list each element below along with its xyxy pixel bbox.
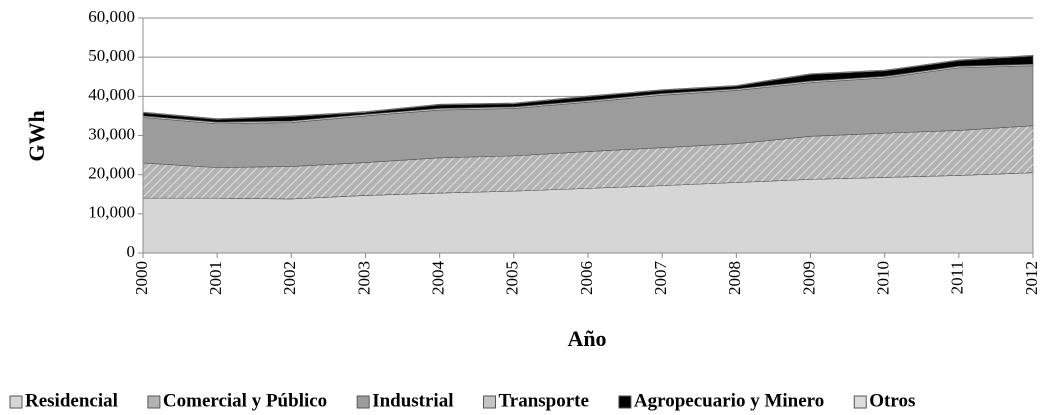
legend-swatch xyxy=(618,395,632,409)
x-tick-label: 2011 xyxy=(948,261,967,294)
x-tick-label: 2001 xyxy=(206,261,225,295)
legend-swatch xyxy=(147,395,161,409)
y-tick-label: 30,000 xyxy=(88,124,135,143)
y-axis-title: GWh xyxy=(24,110,49,161)
area-hatch xyxy=(143,125,1033,199)
legend-label: Comercial y Público xyxy=(163,390,327,411)
legend-label: Industrial xyxy=(372,390,453,411)
legend-label: Otros xyxy=(869,390,915,411)
legend-swatch xyxy=(9,395,23,409)
x-tick-label: 2008 xyxy=(725,261,744,295)
x-tick-label: 2002 xyxy=(280,261,299,295)
y-tick-label: 20,000 xyxy=(88,164,135,183)
legend-swatch xyxy=(483,395,496,409)
legend-label: Residencial xyxy=(25,390,118,411)
legend-swatch xyxy=(853,395,867,409)
y-tick-label: 10,000 xyxy=(88,203,135,222)
legend-label: Transporte xyxy=(499,390,589,411)
y-tick-label: 50,000 xyxy=(88,46,135,65)
y-tick-label: 40,000 xyxy=(88,85,135,104)
x-tick-label: 2009 xyxy=(799,261,818,295)
x-tick-label: 2007 xyxy=(651,261,670,296)
x-axis-title: Año xyxy=(567,326,606,351)
x-tick-label: 2004 xyxy=(429,261,448,296)
x-tick-label: 2005 xyxy=(503,261,522,295)
legend-swatch xyxy=(356,395,370,409)
x-tick-label: 2006 xyxy=(577,261,596,295)
legend-label: Agropecuario y Minero xyxy=(634,390,824,411)
x-tick-label: 2010 xyxy=(874,261,893,295)
x-tick-label: 2003 xyxy=(354,261,373,295)
x-tick-label: 2012 xyxy=(1022,261,1041,295)
x-tick-label: 2000 xyxy=(132,261,151,295)
y-tick-label: 0 xyxy=(127,242,136,261)
area xyxy=(142,54,1034,120)
y-tick-label: 60,000 xyxy=(88,7,135,26)
